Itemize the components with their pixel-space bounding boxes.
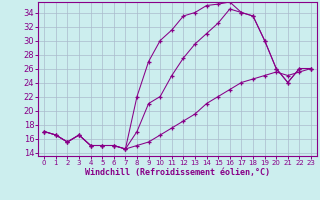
X-axis label: Windchill (Refroidissement éolien,°C): Windchill (Refroidissement éolien,°C): [85, 168, 270, 177]
